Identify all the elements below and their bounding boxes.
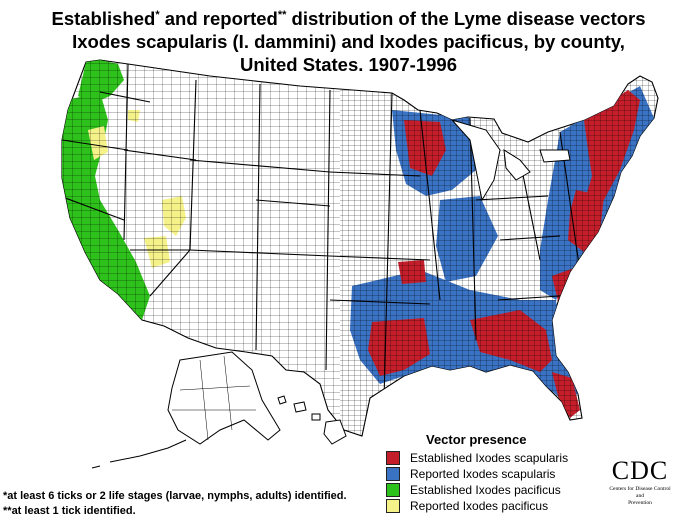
cdc-logo: CDC Centers for Disease Control and Prev… [600,456,680,507]
legend-label: Established Ixodes pacificus [410,483,561,497]
legend-label: Reported Ixodes pacificus [410,499,549,513]
legend-swatch [386,499,400,513]
legend: Vector presence Established Ixodes scapu… [386,432,636,514]
alaska-borders [172,355,256,441]
legend-item-reported-pacificus: Reported Ixodes pacificus [386,498,636,514]
great-lakes [450,119,571,202]
footnote-established: *at least 6 ticks or 2 life stages (larv… [3,490,347,502]
title-line-1: Established* and reported** distribution… [51,8,646,30]
cdc-logo-subtitle-3: Prevention [628,500,652,506]
legend-label: Established Ixodes scapularis [410,451,569,465]
map-title: Established* and reported** distribution… [0,4,697,76]
legend-swatch [386,483,400,497]
legend-item-established-scapularis: Established Ixodes scapularis [386,450,636,466]
cdc-logo-mark: CDC [611,456,669,485]
title-line-3: United States. 1907-1996 [240,54,457,76]
aleutian-islands [91,439,187,469]
cdc-logo-subtitle-2: and [636,493,644,499]
legend-item-reported-scapularis: Reported Ixodes scapularis [386,466,636,482]
legend-item-established-pacificus: Established Ixodes pacificus [386,482,636,498]
hawaii-map [277,395,347,445]
alaska-outline [167,351,281,445]
legend-label: Reported Ixodes scapularis [410,467,556,481]
legend-swatch [386,467,400,481]
legend-heading: Vector presence [426,432,527,447]
county-borders-west [62,60,340,436]
alaska-map [91,351,281,469]
cdc-logo-subtitle-1: Centers for Disease Control [609,486,671,492]
legend-swatch [386,451,400,465]
state-boundaries [62,63,585,401]
footnote-reported: **at least 1 tick identified. [3,505,136,517]
title-line-2: Ixodes scapularis (I. dammini) and Ixode… [72,31,625,53]
